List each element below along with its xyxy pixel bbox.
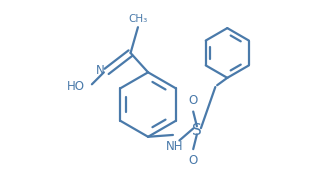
Text: S: S bbox=[192, 123, 202, 138]
Text: NH: NH bbox=[166, 140, 183, 153]
Text: O: O bbox=[188, 154, 198, 167]
Text: CH₃: CH₃ bbox=[128, 14, 148, 24]
Text: O: O bbox=[188, 94, 198, 107]
Text: N: N bbox=[96, 64, 104, 77]
Text: HO: HO bbox=[67, 80, 85, 93]
